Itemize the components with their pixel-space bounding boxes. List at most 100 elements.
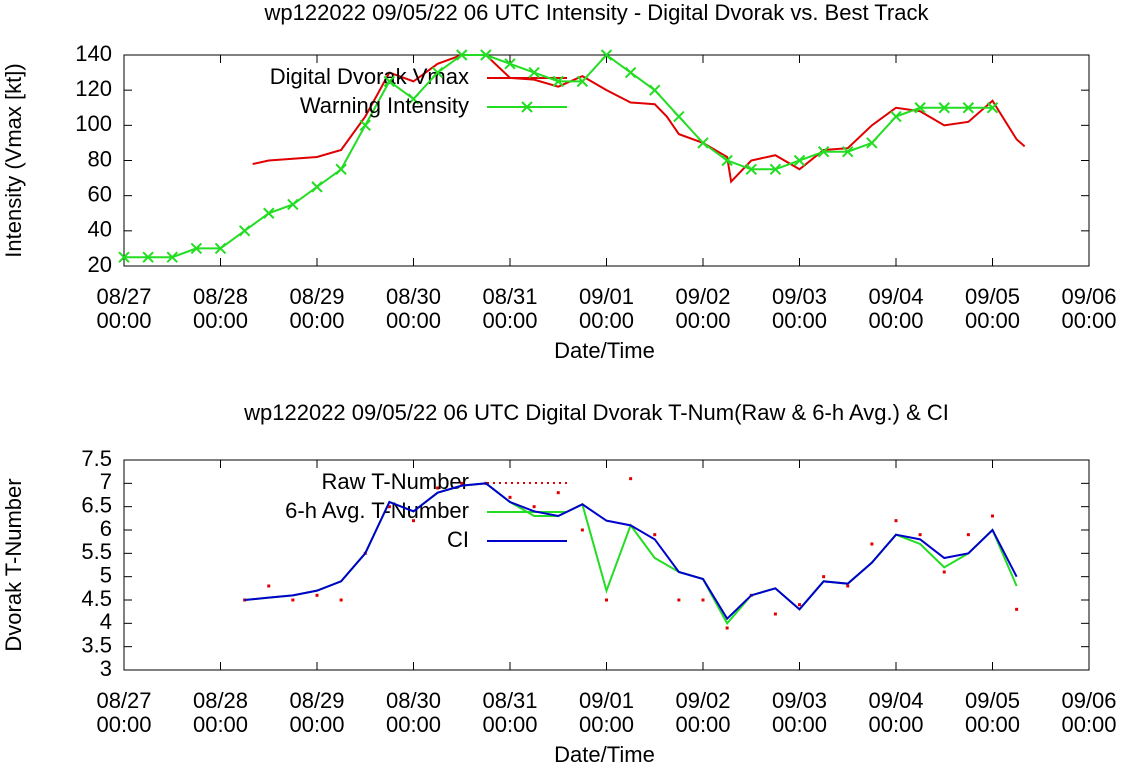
- data-dot: [267, 584, 271, 588]
- x-tick-label: 09/02 00:00: [675, 688, 730, 737]
- y-tick-label: 4.5: [81, 586, 112, 611]
- point-marker: [938, 102, 950, 114]
- point-marker: [480, 49, 492, 61]
- point-marker: [431, 66, 444, 79]
- x-tick-label: 08/31 00:00: [482, 688, 537, 737]
- data-dot: [387, 505, 391, 509]
- x-tick-label-line: 00:00: [1061, 712, 1116, 737]
- point-marker: [576, 75, 589, 88]
- y-axis-label: Dvorak T-Number: [1, 478, 26, 651]
- point-marker: [914, 102, 926, 114]
- data-dot: [725, 626, 729, 630]
- data-dot: [629, 477, 633, 481]
- data-dot: [339, 598, 343, 602]
- data-dot: [991, 514, 994, 518]
- point-marker: [287, 198, 299, 211]
- y-tick-label: 3.5: [81, 632, 112, 657]
- point-marker: [214, 242, 227, 255]
- y-tick-label: 5.5: [81, 539, 112, 564]
- series-line: [124, 53, 993, 259]
- data-dot: [822, 575, 826, 579]
- x-tick-label: 08/27 00:00: [96, 284, 151, 333]
- point-marker: [624, 66, 637, 79]
- x-tick-label: 09/03 00:00: [772, 688, 827, 737]
- x-tick-label-line: 09/01: [579, 688, 634, 713]
- y-tick-label: 140: [75, 41, 112, 66]
- data-dot: [894, 519, 898, 523]
- y-tick-label: 80: [88, 146, 112, 171]
- y-tick-label: 6.5: [81, 492, 112, 517]
- point-marker: [263, 207, 275, 219]
- x-tick-label: 08/28 00:00: [193, 284, 248, 333]
- x-tick-label: 09/02 00:00: [675, 284, 730, 333]
- x-tick-label-line: 08/29: [289, 284, 344, 309]
- x-tick-label-line: 00:00: [386, 308, 441, 333]
- data-dot: [942, 570, 946, 574]
- point-marker: [142, 251, 154, 263]
- data-dot: [798, 603, 801, 607]
- point-marker: [793, 154, 806, 167]
- x-tick-label: 08/27 00:00: [96, 688, 151, 737]
- x-tick-label-line: 09/05: [965, 688, 1020, 713]
- x-tick-label-line: 00:00: [193, 712, 248, 737]
- legend-label: CI: [447, 527, 469, 552]
- point-marker: [673, 110, 685, 123]
- point-marker: [166, 251, 178, 263]
- x-tick-label: 09/01 00:00: [579, 284, 634, 333]
- data-dot: [653, 533, 657, 537]
- x-tick-label-line: 00:00: [289, 712, 344, 737]
- x-tick-label-line: 09/04: [868, 688, 923, 713]
- data-dot: [605, 598, 608, 602]
- plot-border: [123, 459, 1090, 671]
- x-tick-label-line: 09/01: [579, 284, 634, 309]
- x-tick-label: 09/05 00:00: [965, 688, 1020, 737]
- y-tick-label: 60: [88, 181, 112, 206]
- x-tick-label-line: 00:00: [1061, 308, 1116, 333]
- y-tick-label: 7: [100, 469, 112, 494]
- point-marker: [962, 102, 975, 114]
- x-tick-label-line: 08/31: [482, 284, 537, 309]
- data-dot: [870, 542, 874, 546]
- x-tick-label-line: 00:00: [965, 308, 1020, 333]
- x-tick-label-line: 00:00: [772, 308, 827, 333]
- point-marker: [190, 242, 203, 255]
- x-tick-label-line: 00:00: [386, 712, 441, 737]
- x-tick-label: 08/29 00:00: [289, 688, 344, 737]
- y-tick-label: 120: [75, 76, 112, 101]
- y-tick-label: 7.5: [81, 446, 112, 471]
- legend-label: Warning Intensity: [300, 93, 469, 118]
- x-tick-label-line: 09/04: [868, 284, 923, 309]
- data-dot: [412, 519, 415, 523]
- x-tick-label: 08/29 00:00: [289, 284, 344, 333]
- x-tick-label-line: 08/27: [96, 284, 151, 309]
- x-tick-label: 09/04 00:00: [868, 284, 923, 333]
- data-dot: [436, 486, 440, 490]
- x-tick-label-line: 00:00: [675, 308, 730, 333]
- point-marker: [769, 163, 782, 175]
- data-dot: [846, 584, 850, 588]
- data-dot: [701, 598, 705, 602]
- x-tick-label: 08/30 00:00: [386, 284, 441, 333]
- x-tick-label: 09/03 00:00: [772, 284, 827, 333]
- x-tick-label-line: 00:00: [482, 308, 537, 333]
- x-tick-label-line: 00:00: [193, 308, 248, 333]
- point-marker: [359, 119, 371, 132]
- series-line: [252, 54, 1026, 184]
- point-marker: [311, 181, 323, 193]
- x-tick-label: 09/05 00:00: [965, 284, 1020, 333]
- x-tick-label-line: 08/27: [96, 688, 151, 713]
- series-line: [244, 482, 1018, 621]
- legend-label: Raw T-Number: [321, 469, 469, 494]
- y-tick-label: 6: [100, 516, 112, 541]
- x-tick-label: 09/04 00:00: [868, 688, 923, 737]
- point-marker: [697, 137, 709, 149]
- x-tick-label-line: 00:00: [289, 308, 344, 333]
- point-marker: [721, 154, 733, 167]
- x-tick-label-line: 08/28: [193, 688, 248, 713]
- x-axis-label: Date/Time: [554, 742, 655, 766]
- x-tick-label-line: 09/02: [675, 284, 730, 309]
- x-tick-label-line: 09/03: [772, 688, 827, 713]
- data-dot: [918, 533, 922, 537]
- x-tick-label-line: 08/30: [386, 284, 441, 309]
